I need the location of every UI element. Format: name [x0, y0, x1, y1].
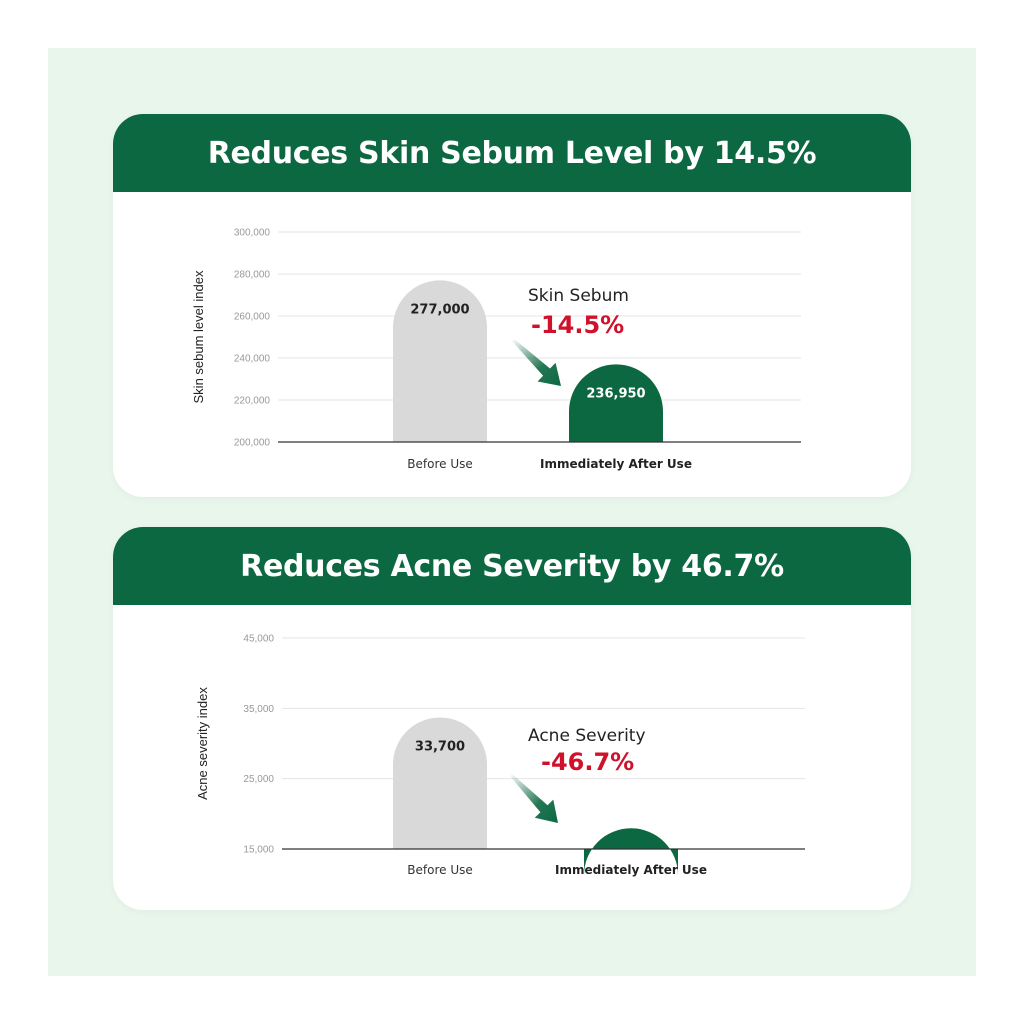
sebum-ytick-label: 240,000 — [234, 354, 271, 365]
acne-heading: Reduces Acne Severity by 46.7% — [113, 527, 911, 605]
sebum-category-label: Before Use — [407, 457, 472, 471]
sebum-after-bar — [569, 364, 663, 442]
acne-chart: 15,000 25,000 35,000 45,000 Acne severity in… — [195, 634, 805, 877]
acne-ytick-label: 35,000 — [243, 704, 274, 715]
sebum-ytick-label: 200,000 — [234, 438, 271, 449]
acne-category-label: Immediately After Use — [555, 863, 707, 877]
sebum-decrease-arrow — [511, 338, 561, 386]
acne-annotation-title: Acne Severity — [528, 726, 646, 746]
acne-ytick-label: 15,000 — [243, 845, 274, 856]
acne-category-label: Before Use — [407, 863, 472, 877]
acne-ytick-label: 45,000 — [243, 634, 274, 645]
sebum-chart: 200,000 220,000 240,000 260,000 280,000 300,0… — [191, 228, 801, 471]
sebum-bar-value-label: 277,000 — [410, 302, 469, 317]
sebum-heading: Reduces Skin Sebum Level by 14.5% — [113, 114, 911, 192]
acne-before-bar — [393, 717, 487, 849]
sebum-annotation-title: Skin Sebum — [528, 286, 629, 306]
sebum-ytick-label: 300,000 — [234, 228, 271, 239]
acne-bar-value-label: 17,950 — [606, 850, 656, 865]
sebum-bar-value-label: 236,950 — [586, 386, 645, 401]
acne-annotation-value: -46.7% — [541, 748, 634, 776]
sebum-ytick-label: 220,000 — [234, 396, 271, 407]
sebum-category-label: Immediately After Use — [540, 457, 692, 471]
acne-ytick-label: 25,000 — [243, 774, 274, 785]
sebum-before-bar — [393, 280, 487, 442]
sebum-y-axis-title: Skin sebum level index — [191, 270, 206, 403]
sebum-ytick-label: 260,000 — [234, 312, 271, 323]
acne-after-bar — [584, 828, 678, 876]
sebum-annotation-value: -14.5% — [531, 311, 624, 339]
acne-decrease-arrow — [509, 773, 558, 823]
acne-panel: Reduces Acne Severity by 46.7% 15,000 25,… — [113, 527, 911, 910]
sebum-panel: Reduces Skin Sebum Level by 14.5% 200,00… — [113, 114, 911, 497]
sebum-ytick-label: 280,000 — [234, 270, 271, 281]
acne-y-axis-title: Acne severity index — [195, 687, 210, 800]
acne-bar-value-label: 33,700 — [415, 739, 465, 754]
